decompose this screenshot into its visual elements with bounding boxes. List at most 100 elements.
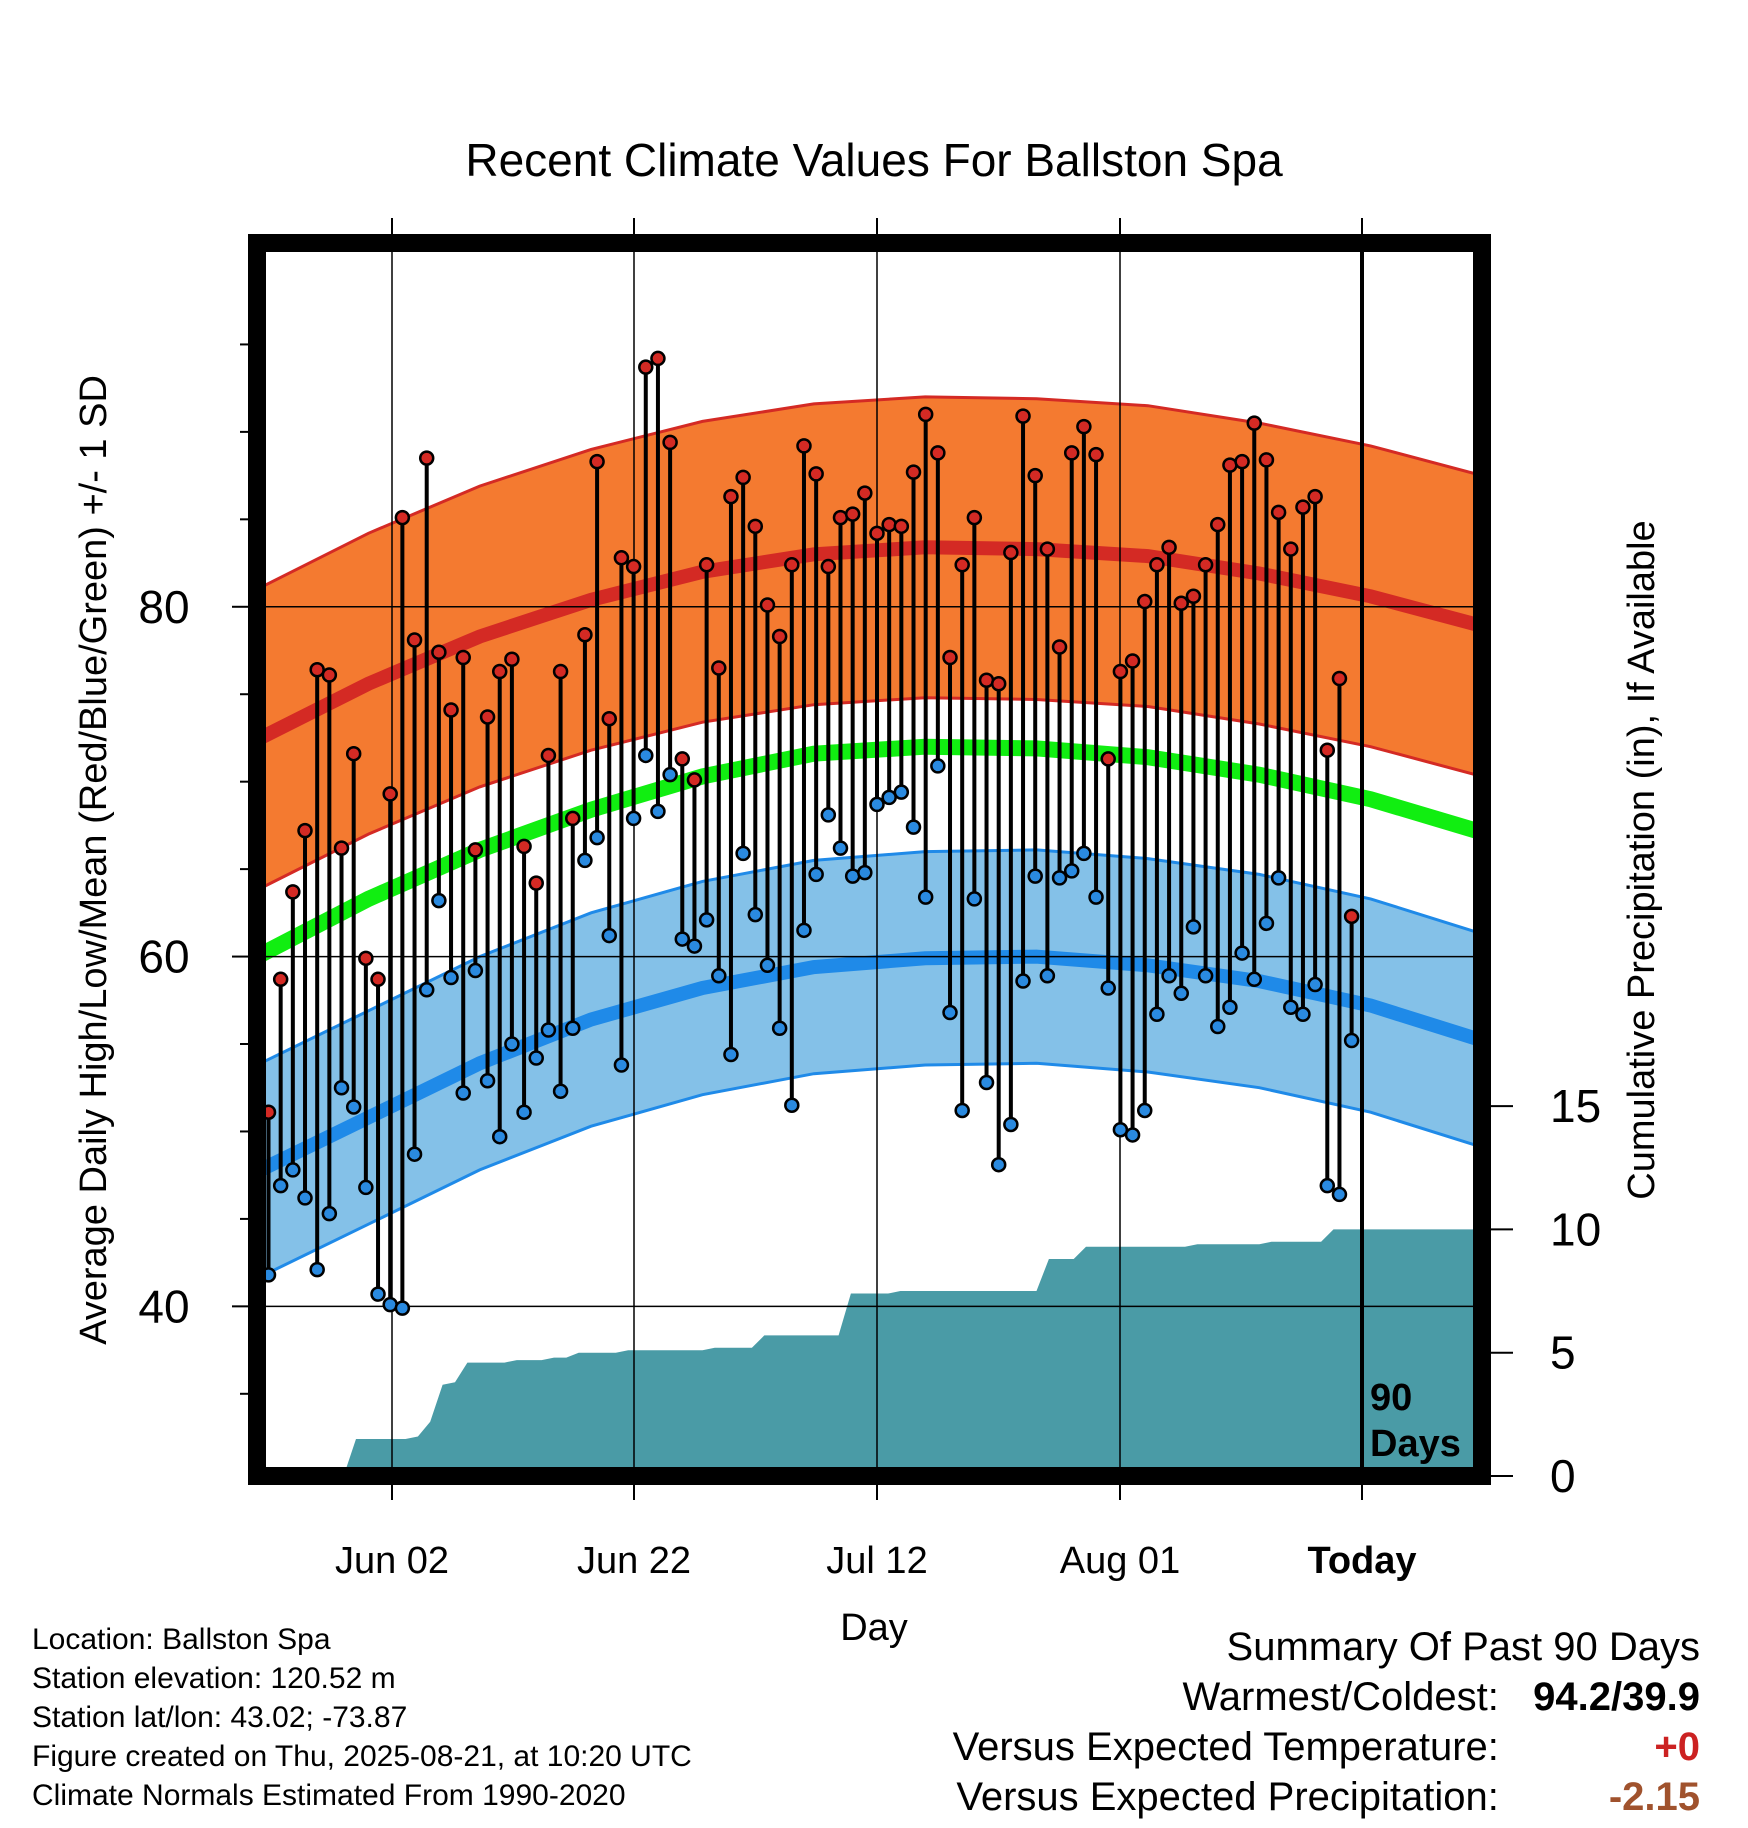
- summary-warmest-coldest: Warmest/Coldest: 94.2/39.9: [953, 1672, 1701, 1722]
- low-sd-lower-line: [257, 1061, 1482, 1280]
- daily-high-point: [1319, 742, 1336, 758]
- daily-low-point: [491, 1128, 508, 1145]
- daily-low-point: [930, 758, 946, 774]
- daily-high-point: [589, 453, 605, 470]
- daily-high-point: [443, 702, 459, 718]
- daily-high-point: [1063, 445, 1080, 461]
- latlon-text: Station lat/lon: 43.02; -73.87: [32, 1701, 408, 1734]
- daily-high-point: [321, 667, 338, 683]
- daily-low-point: [528, 1050, 544, 1066]
- daily-high-point: [1076, 418, 1092, 435]
- daily-low-point: [552, 1083, 569, 1099]
- daily-high-point: [723, 488, 739, 505]
- daily-high-point: [1003, 544, 1019, 561]
- daily-high-point: [540, 747, 557, 764]
- daily-high-point: [759, 597, 776, 613]
- daily-low-point: [1234, 945, 1250, 961]
- daily-low-point: [1124, 1127, 1141, 1143]
- x-tick-label: Jun 22: [577, 1540, 691, 1582]
- daily-high-point: [552, 663, 569, 680]
- daily-high-point: [613, 550, 630, 566]
- precipitation-area: [257, 1229, 1482, 1476]
- daily-low-point: [431, 892, 447, 909]
- daily-low-point: [358, 1179, 374, 1196]
- daily-high-point: [394, 509, 411, 526]
- daily-low-point: [1149, 1006, 1165, 1023]
- daily-high-point: [1015, 408, 1031, 424]
- station-info: Location: Ballston Spa Station elevation…: [32, 1620, 692, 1815]
- y-axis-label: Average Daily High/Low/Mean (Red/Blue/Gr…: [73, 375, 115, 1345]
- y2-tick-label: 10: [1550, 1203, 1601, 1255]
- daily-low-point: [394, 1300, 411, 1316]
- daily-high-point: [966, 509, 983, 526]
- daily-low-point: [1258, 915, 1275, 932]
- daily-low-point: [942, 1004, 958, 1021]
- daily-high-point: [516, 838, 532, 855]
- daily-low-point: [784, 1097, 800, 1113]
- daily-low-point: [686, 938, 703, 954]
- daily-low-point: [966, 891, 983, 907]
- daily-high-point: [820, 558, 837, 575]
- daily-low-point: [808, 866, 824, 883]
- daily-high-point: [1136, 593, 1153, 610]
- daily-low-point: [601, 927, 618, 944]
- daily-low-point: [1222, 999, 1238, 1016]
- daily-high-point: [431, 644, 447, 661]
- daily-low-point: [540, 1022, 557, 1038]
- daily-high-point: [905, 464, 922, 480]
- chart-title: Recent Climate Values For Ballston Spa: [465, 134, 1283, 186]
- y-tick-label: 60: [138, 931, 189, 983]
- daily-high-point: [1343, 908, 1360, 925]
- daily-low-point: [832, 840, 849, 856]
- daily-high-point: [784, 557, 800, 573]
- daily-high-point: [1088, 446, 1104, 463]
- daily-low-point: [1076, 845, 1092, 862]
- daily-high-point: [1270, 504, 1287, 521]
- daily-high-point: [954, 557, 970, 573]
- daily-high-point: [917, 406, 934, 423]
- daily-high-point: [1234, 453, 1250, 470]
- daily-low-point: [978, 1074, 995, 1091]
- y2-tick-label: 15: [1550, 1080, 1601, 1132]
- daily-high-point: [1112, 663, 1129, 680]
- daily-high-point: [565, 810, 581, 827]
- daily-low-point: [857, 864, 873, 881]
- warmest-coldest-label: Warmest/Coldest:: [1182, 1675, 1499, 1719]
- daily-low-point: [309, 1261, 325, 1278]
- daily-high-point: [577, 627, 593, 643]
- daily-high-point: [893, 518, 910, 535]
- daily-low-point: [1161, 968, 1177, 984]
- daily-high-point: [1210, 516, 1226, 533]
- daily-low-point: [589, 829, 605, 846]
- y-tick-label: 80: [138, 581, 189, 633]
- daily-high-point: [1161, 539, 1177, 556]
- high-sd-upper-line: [257, 395, 1482, 591]
- daily-low-point: [1295, 1006, 1311, 1023]
- daily-low-point: [455, 1085, 471, 1101]
- daily-low-point: [443, 969, 459, 986]
- daily-low-point: [467, 962, 484, 979]
- x-tick-label: Jun 02: [335, 1540, 449, 1582]
- daily-low-point: [796, 922, 812, 939]
- daily-low-point: [297, 1190, 313, 1206]
- daily-low-point: [759, 957, 776, 974]
- daily-high-point: [735, 469, 751, 486]
- low-sd-band: [257, 849, 1482, 1279]
- daily-high-point: [650, 350, 666, 367]
- daily-low-point: [1319, 1177, 1336, 1194]
- daily-high-point: [1185, 588, 1202, 605]
- x-tick-label: Today: [1307, 1540, 1416, 1582]
- daily-high-point: [382, 786, 398, 802]
- daily-low-point: [1136, 1102, 1153, 1119]
- daily-low-point: [1307, 976, 1323, 993]
- daily-low-point: [711, 968, 727, 984]
- daily-high-point: [1331, 670, 1348, 687]
- daily-high-point: [406, 632, 423, 648]
- daily-high-point: [1149, 557, 1165, 573]
- daily-low-point: [504, 1036, 520, 1052]
- daily-high-point: [1051, 639, 1068, 655]
- daily-low-point: [735, 845, 751, 862]
- daily-low-point: [723, 1046, 739, 1063]
- summary-precipitation: Versus Expected Precipitation: -2.15: [953, 1772, 1700, 1822]
- daily-low-point: [333, 1079, 350, 1096]
